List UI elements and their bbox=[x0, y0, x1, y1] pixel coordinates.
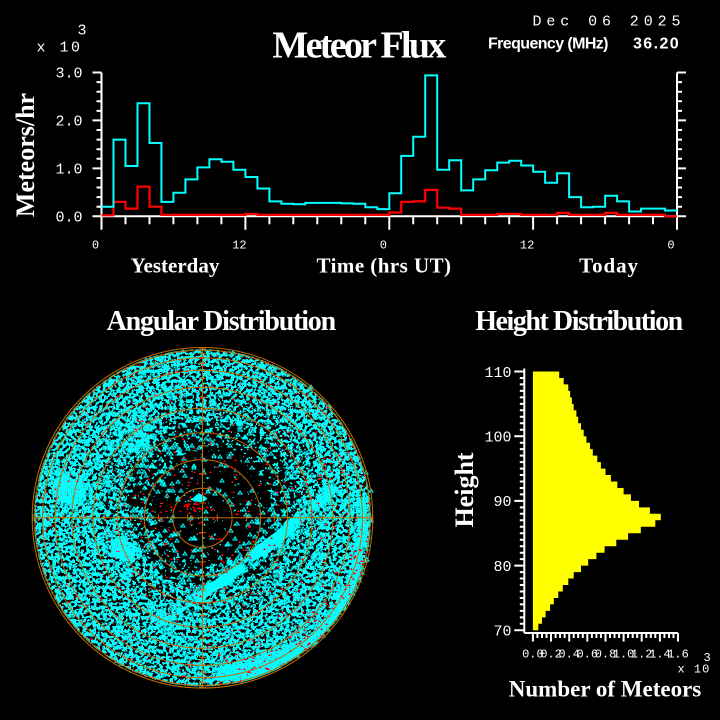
svg-text:90: 90 bbox=[493, 494, 511, 511]
svg-text:Time (hrs UT): Time (hrs UT) bbox=[317, 253, 452, 277]
svg-text:0.6: 0.6 bbox=[576, 648, 598, 662]
svg-text:Today: Today bbox=[579, 253, 639, 277]
svg-text:Height Distribution: Height Distribution bbox=[475, 306, 683, 337]
svg-text:110: 110 bbox=[484, 365, 511, 382]
svg-text:0: 0 bbox=[380, 238, 387, 252]
svg-text:Dec 06 2025: Dec 06 2025 bbox=[533, 14, 686, 31]
svg-text:0: 0 bbox=[667, 238, 674, 252]
svg-text:1.0: 1.0 bbox=[55, 161, 82, 178]
svg-text:1.0: 1.0 bbox=[613, 648, 635, 662]
svg-text:Meteors/hr: Meteors/hr bbox=[11, 93, 40, 217]
svg-text:0.2: 0.2 bbox=[540, 648, 562, 662]
svg-text:2.0: 2.0 bbox=[55, 113, 82, 130]
svg-text:Number of Meteors: Number of Meteors bbox=[509, 676, 702, 701]
svg-text:3: 3 bbox=[78, 22, 87, 39]
svg-text:0.0: 0.0 bbox=[55, 209, 82, 226]
svg-text:Meteor Flux: Meteor Flux bbox=[272, 25, 446, 67]
svg-text:Frequency (MHz): Frequency (MHz) bbox=[488, 36, 608, 53]
svg-text:0.8: 0.8 bbox=[595, 648, 617, 662]
svg-text:100: 100 bbox=[484, 430, 511, 447]
svg-text:Angular Distribution: Angular Distribution bbox=[107, 306, 337, 337]
svg-text:80: 80 bbox=[493, 559, 511, 576]
svg-text:0.4: 0.4 bbox=[558, 648, 580, 662]
svg-text:x 10: x 10 bbox=[37, 40, 83, 57]
svg-text:Yesterday: Yesterday bbox=[131, 253, 220, 277]
svg-text:12: 12 bbox=[520, 238, 534, 252]
svg-text:3.0: 3.0 bbox=[55, 66, 82, 83]
svg-text:1.2: 1.2 bbox=[631, 648, 653, 662]
svg-text:0.0: 0.0 bbox=[522, 648, 544, 662]
svg-text:0: 0 bbox=[92, 238, 99, 252]
svg-text:Height: Height bbox=[450, 452, 479, 527]
svg-text:3: 3 bbox=[704, 651, 711, 665]
svg-text:12: 12 bbox=[232, 238, 246, 252]
svg-text:1.4: 1.4 bbox=[649, 648, 671, 662]
svg-text:1.6: 1.6 bbox=[667, 648, 689, 662]
svg-text:70: 70 bbox=[493, 624, 511, 641]
svg-text:36.20: 36.20 bbox=[633, 36, 680, 53]
svg-text:x 10: x 10 bbox=[678, 663, 711, 677]
